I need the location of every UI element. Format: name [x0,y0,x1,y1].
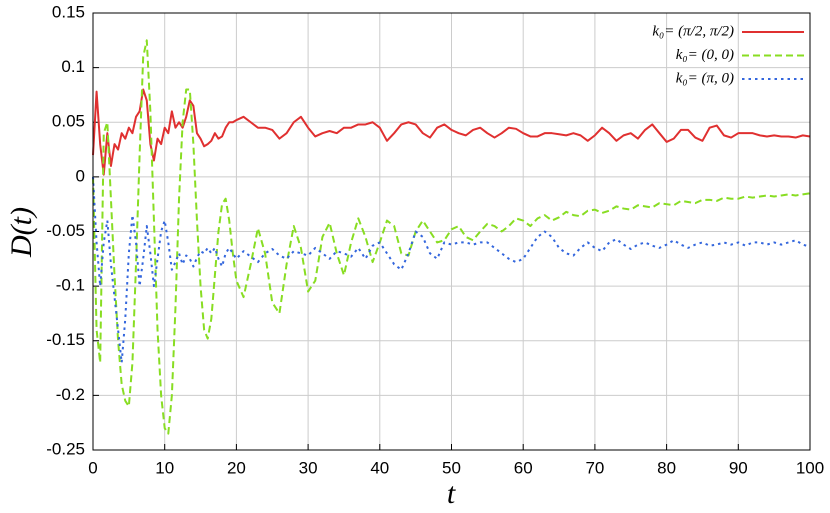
x-tick-label: 70 [585,458,604,477]
y-tick-label: -0.05 [46,221,85,240]
y-tick-label: -0.2 [56,385,85,404]
series-line [92,88,811,176]
x-axis-label: t [447,477,456,510]
x-tick-label: 20 [227,458,246,477]
x-tick-label: 80 [657,458,676,477]
x-tick-label: 0 [88,458,97,477]
legend-label: k₀= (π, 0) [676,70,734,86]
y-tick-label: 0 [76,166,85,185]
legend-label: k₀= (0, 0) [676,47,734,63]
x-tick-label: 60 [514,458,533,477]
x-tick-label: 30 [299,458,318,477]
x-tick-label: 90 [729,458,748,477]
y-axis-label: D(t) [5,207,38,258]
x-tick-label: 10 [155,458,174,477]
plot-frame [92,12,811,451]
y-tick-label: 0.05 [52,112,85,131]
y-tick-label: 0.15 [52,2,85,21]
y-tick-label: -0.25 [46,439,85,458]
legend-label: k₀= (π/2, π/2) [652,23,734,39]
y-tick-label: -0.15 [46,330,85,349]
y-tick-label: -0.1 [56,276,85,295]
x-tick-label: 40 [370,458,389,477]
x-tick-label: 100 [796,458,824,477]
series-line [92,176,811,364]
x-tick-label: 50 [442,458,461,477]
y-tick-label: 0.1 [61,57,85,76]
